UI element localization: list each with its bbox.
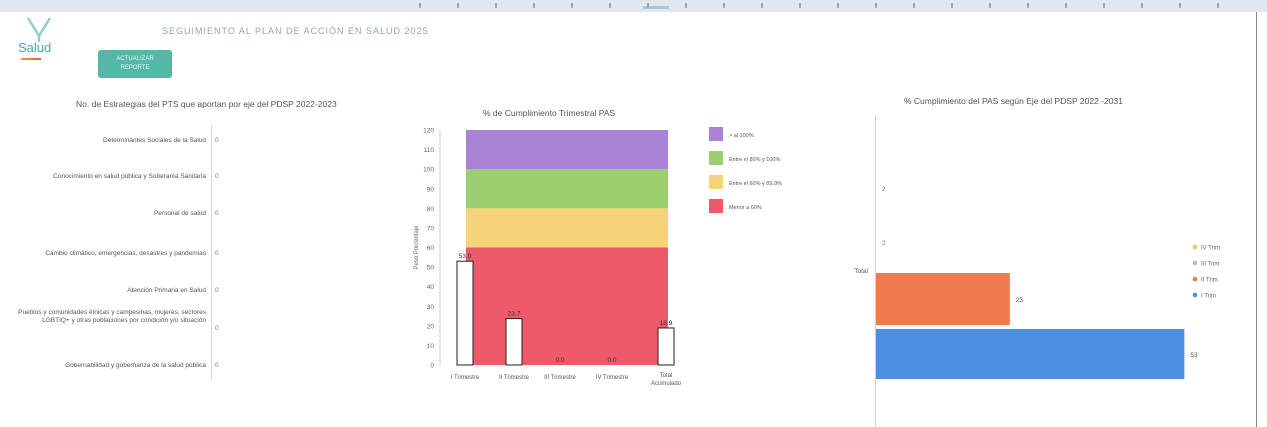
update-report-button[interactable]: ACTUALIZAR REPORTE [98, 50, 172, 78]
y-tick-label: 80 [427, 206, 435, 213]
y-tick-label: 30 [427, 304, 435, 311]
series-bar-ii-trim [876, 273, 1010, 325]
threshold-band [466, 247, 668, 365]
legend-label: IV Trim [1201, 245, 1220, 251]
frame-border [1256, 12, 1257, 427]
logo-text: Salud [18, 40, 52, 55]
strategy-label: Atención Primaria en Salud [127, 287, 206, 294]
legend-label: Entre el 80% y 100% [729, 157, 780, 163]
category-label: Total [854, 268, 868, 275]
legend-swatch [709, 127, 723, 141]
y-tick-label: 70 [427, 225, 435, 232]
bar-value-label: 0.0 [555, 357, 564, 364]
legend-label: III Trim [1201, 261, 1219, 267]
x-tick-label: III Trimestre [544, 375, 576, 381]
legend-label: Menor a 60% [729, 205, 762, 211]
legend-label: Entre el 60% y 89.9% [729, 181, 782, 187]
legend-marker [1192, 292, 1198, 298]
legend-marker [1192, 260, 1198, 266]
strategy-value: 0 [215, 210, 219, 217]
strategy-value: 0 [215, 137, 219, 144]
y-tick-label: 10 [427, 343, 435, 350]
x-tick-label: Total [660, 373, 673, 379]
salud-logo-icon [26, 17, 52, 42]
legend-marker [1192, 276, 1198, 282]
threshold-band [466, 130, 668, 170]
quarterly-chart-title: % de Cumplimiento Trimestral PAS [483, 108, 616, 118]
y-tick-label: 60 [427, 245, 435, 252]
bar-value-label: 53.0 [459, 253, 472, 260]
strategy-label: Conocimiento en salud pública y Soberaní… [53, 173, 206, 180]
legend-marker [1192, 244, 1198, 250]
x-tick-label: Acumulado [651, 381, 682, 387]
y-tick-label: 90 [427, 186, 435, 193]
strategies-axis [211, 125, 212, 380]
bar-value-label: 23 [1016, 297, 1024, 304]
legend-label: II Trim [1201, 277, 1218, 283]
page-title: SEGUIMIENTO AL PLAN DE ACCIÓN EN SALUD 2… [162, 26, 429, 36]
axis-divider [875, 116, 876, 427]
bar-value-label: 0.0 [607, 357, 616, 364]
strategy-value: 0 [215, 173, 219, 180]
ruler-ticks [419, 3, 1219, 9]
series-bar-i-trim [876, 329, 1185, 379]
threshold-band [466, 208, 668, 248]
bar-value-label: 23.7 [508, 311, 521, 318]
strategy-value: 0 [215, 250, 219, 257]
quarter-bar [505, 318, 523, 366]
category-label: 2 [882, 186, 886, 193]
bar-value-label: 18.9 [660, 320, 673, 327]
category-label: 2 [882, 240, 886, 247]
threshold-band [466, 169, 668, 209]
strategy-label: Personal de salud [153, 210, 206, 217]
x-tick-label: I Trimestre [451, 375, 480, 381]
y-tick-label: 40 [427, 284, 435, 291]
strategy-label: Pueblos y comunidades étnicas y campesin… [18, 309, 206, 324]
y-tick-label: 120 [423, 128, 434, 135]
y-tick-label: 110 [424, 147, 435, 154]
logo-accent [21, 58, 41, 60]
legend-label: I Trim [1201, 293, 1216, 299]
x-tick-label: II Trimestre [499, 375, 530, 381]
quarterly-chart: 0 10 20 30 40 50 60 70 80 90 100 110 120 Peso Porcent… [414, 127, 782, 387]
quarter-bar [456, 260, 474, 366]
strategy-label: Gobernabilidad y gobernanza de la salud … [65, 362, 206, 369]
y-tick-label: 50 [427, 265, 435, 272]
legend-swatch [709, 199, 723, 213]
x-tick-label: IV Trimestre [596, 375, 629, 381]
legend-swatch [709, 175, 723, 189]
strategy-value: 0 [215, 287, 219, 294]
y-tick-label: 20 [427, 323, 435, 330]
legend-swatch [709, 151, 723, 165]
axis-chart: 2 2 Total 23 53 IV Trim III Trim II Trim I Trim [854, 186, 1220, 379]
y-tick-label: 0 [430, 363, 434, 370]
legend-label: > al 100% [729, 133, 754, 139]
axis-chart-title: % Cumplimiento del PAS según Eje del PDS… [904, 96, 1123, 106]
y-tick-label: 100 [423, 167, 434, 174]
top-window-strip [0, 0, 1267, 12]
strategy-value: 0 [215, 362, 219, 369]
quarter-bar [657, 327, 675, 366]
strategies-panel-title: No. de Estrategias del PTS que aportan p… [76, 99, 337, 109]
strategy-value: 0 [215, 325, 219, 332]
y-axis-label: Peso Porcentaje [414, 225, 420, 270]
strategy-label: Determinantes Sociales de la Salud [103, 137, 206, 144]
bar-value-label: 53 [1190, 352, 1198, 359]
strategy-label: Cambio climático, emergencias, desastres… [45, 250, 206, 257]
